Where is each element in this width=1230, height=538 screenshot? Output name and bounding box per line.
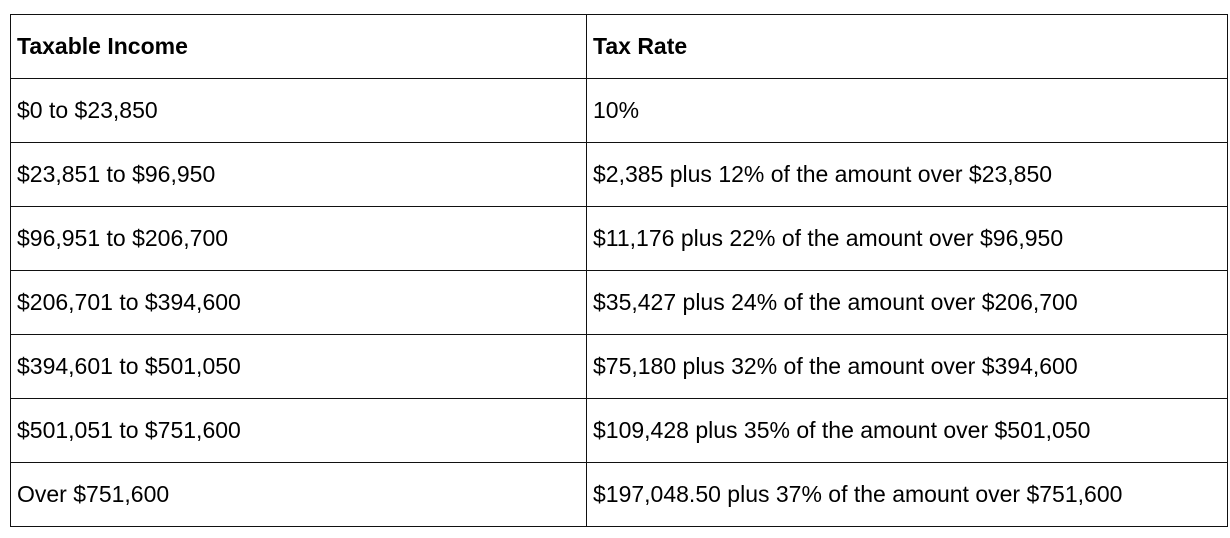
tax-rate-cell: $197,048.50 plus 37% of the amount over … (586, 462, 1228, 527)
taxable-income-cell: $394,601 to $501,050 (10, 334, 587, 399)
table-header-row: Taxable Income Tax Rate (10, 14, 1228, 79)
taxable-income-cell: $206,701 to $394,600 (10, 270, 587, 335)
table-row: Over $751,600 $197,048.50 plus 37% of th… (10, 462, 1228, 527)
tax-rate-cell: $35,427 plus 24% of the amount over $206… (586, 270, 1228, 335)
taxable-income-cell: $96,951 to $206,700 (10, 206, 587, 271)
table-row: $96,951 to $206,700 $11,176 plus 22% of … (10, 206, 1228, 271)
table-row: $0 to $23,850 10% (10, 78, 1228, 143)
taxable-income-cell: $0 to $23,850 (10, 78, 587, 143)
tax-rate-cell: $11,176 plus 22% of the amount over $96,… (586, 206, 1228, 271)
table-row: $501,051 to $751,600 $109,428 plus 35% o… (10, 398, 1228, 463)
taxable-income-cell: Over $751,600 (10, 462, 587, 527)
table-row: $206,701 to $394,600 $35,427 plus 24% of… (10, 270, 1228, 335)
taxable-income-cell: $23,851 to $96,950 (10, 142, 587, 207)
tax-rate-cell: $75,180 plus 32% of the amount over $394… (586, 334, 1228, 399)
tax-rate-cell: $109,428 plus 35% of the amount over $50… (586, 398, 1228, 463)
tax-rate-cell: $2,385 plus 12% of the amount over $23,8… (586, 142, 1228, 207)
column-header-tax-rate: Tax Rate (586, 14, 1228, 79)
taxable-income-cell: $501,051 to $751,600 (10, 398, 587, 463)
column-header-taxable-income: Taxable Income (10, 14, 587, 79)
table-row: $394,601 to $501,050 $75,180 plus 32% of… (10, 334, 1228, 399)
tax-rate-cell: 10% (586, 78, 1228, 143)
table-row: $23,851 to $96,950 $2,385 plus 12% of th… (10, 142, 1228, 207)
tax-bracket-table: Taxable Income Tax Rate $0 to $23,850 10… (10, 14, 1228, 527)
